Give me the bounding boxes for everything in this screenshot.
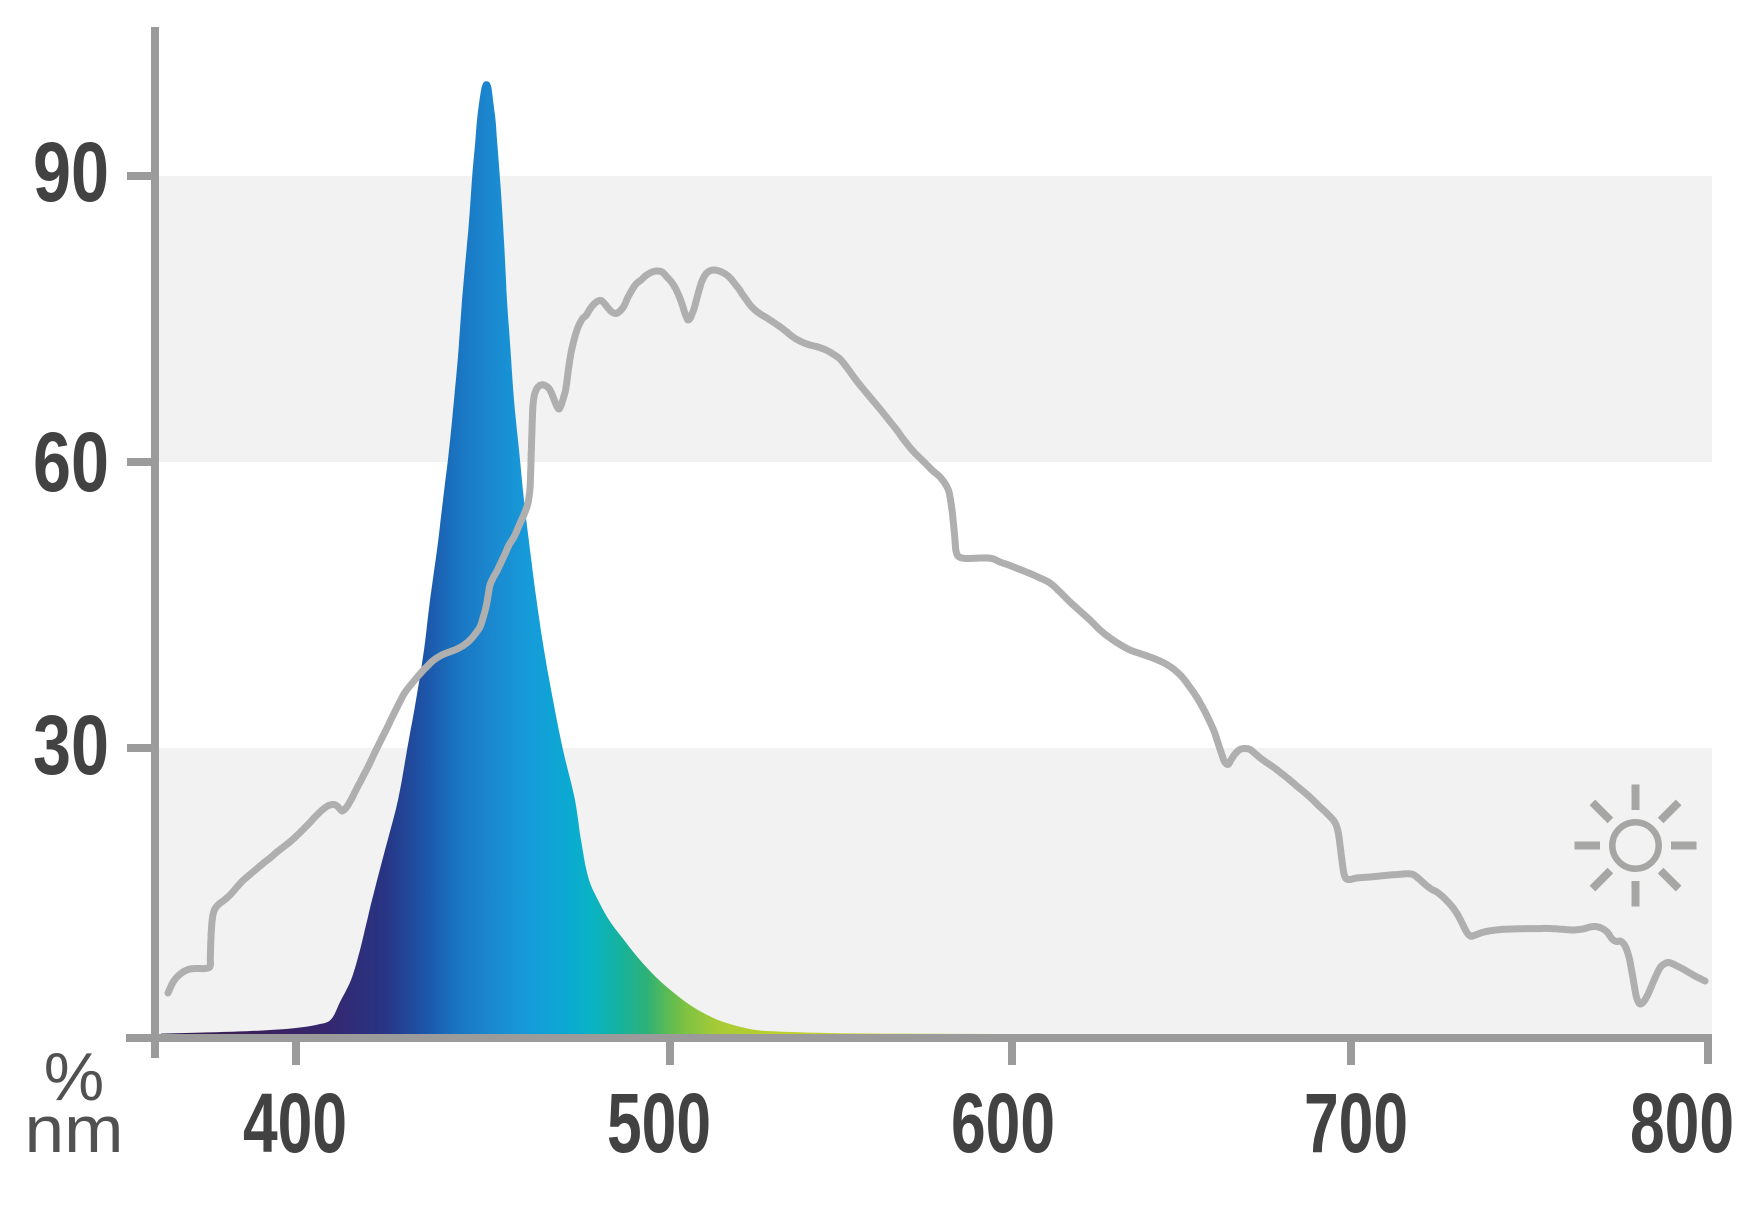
svg-text:500: 500 xyxy=(607,1076,711,1170)
svg-text:90: 90 xyxy=(33,125,109,219)
svg-text:60: 60 xyxy=(33,415,109,509)
svg-text:600: 600 xyxy=(951,1076,1055,1170)
svg-text:30: 30 xyxy=(33,698,109,792)
svg-text:nm: nm xyxy=(25,1092,124,1166)
svg-text:700: 700 xyxy=(1304,1076,1408,1170)
svg-text:800: 800 xyxy=(1630,1076,1734,1170)
svg-text:400: 400 xyxy=(243,1076,347,1170)
svg-text:%: % xyxy=(44,1039,104,1115)
